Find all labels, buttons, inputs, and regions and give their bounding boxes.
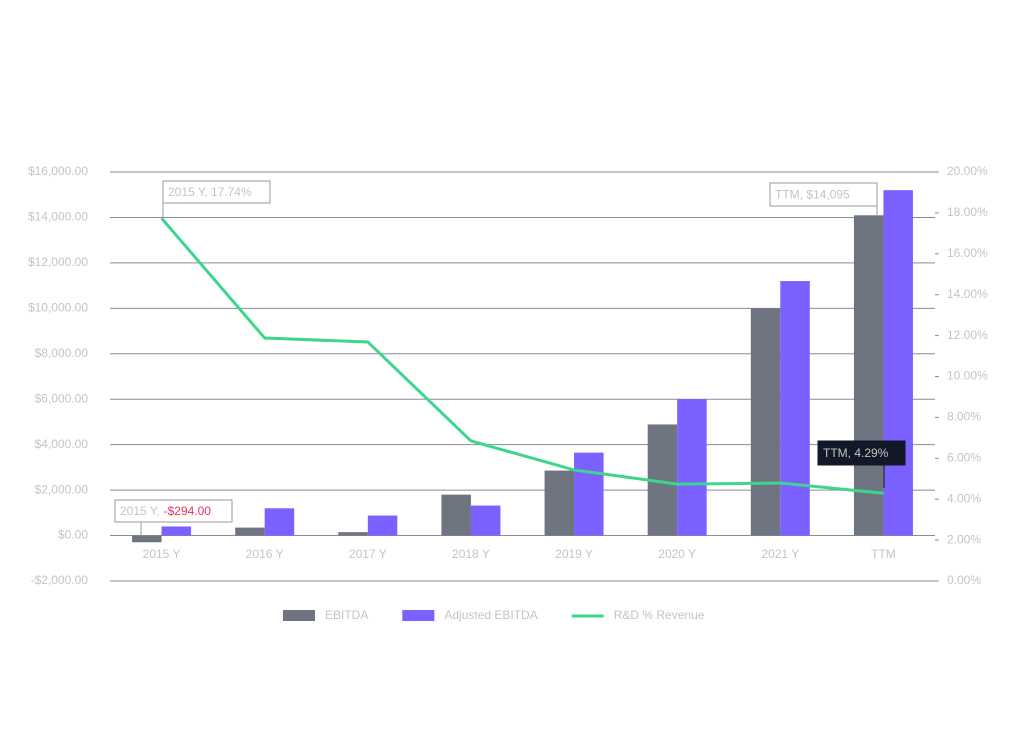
bar <box>544 470 575 536</box>
annotation-text: TTM, $14,095 <box>775 188 850 202</box>
y2-tick-label: 6.00% <box>947 450 981 464</box>
y2-tick-label: 10.00% <box>947 369 988 383</box>
y-tick-label: $4,000.00 <box>35 437 89 451</box>
x-tick-label: TTM <box>871 547 896 561</box>
legend-swatch <box>283 610 315 621</box>
bar <box>161 526 192 536</box>
annotation-box <box>114 499 233 523</box>
bar <box>780 281 810 536</box>
legend-label: EBITDA <box>325 608 368 622</box>
annotation-box <box>817 440 906 466</box>
annotation-text: TTM, 4.29% <box>823 446 889 460</box>
bar <box>235 527 265 536</box>
annotation-label: TTM, $14,095 <box>775 188 850 202</box>
annotation-box <box>162 180 271 204</box>
x-tick-label: 2020 Y <box>658 547 696 561</box>
y-tick-label: $10,000.00 <box>28 301 88 315</box>
x-tick-label: 2017 Y <box>349 547 387 561</box>
bar <box>367 515 398 536</box>
bar <box>132 535 162 543</box>
bar <box>264 508 295 536</box>
y-tick-label: $2,000.00 <box>35 482 89 496</box>
line <box>160 217 884 495</box>
y2-tick-label: 12.00% <box>947 328 988 342</box>
x-tick-label: 2019 Y <box>555 547 593 561</box>
y2-tick-label: 18.00% <box>947 205 988 219</box>
y2-tick-label: 4.00% <box>947 491 981 505</box>
annotation-text: 2015 Y, -$294.00 <box>120 504 211 518</box>
bar <box>338 532 368 536</box>
bar <box>853 215 884 536</box>
x-tick-label: 2015 Y <box>143 547 181 561</box>
bar <box>470 505 501 536</box>
legend-label: R&D % Revenue <box>614 608 705 622</box>
y-tick-label: $0.00 <box>58 528 88 542</box>
bar <box>441 494 471 536</box>
annotation-text: 2015 Y, 17.74% <box>168 185 252 199</box>
bar <box>883 190 913 536</box>
annotation-label: 2015 Y, 17.74% <box>168 185 252 199</box>
bar <box>677 399 707 536</box>
y-tick-label: $16,000.00 <box>28 164 88 178</box>
annotation-box <box>769 182 878 207</box>
y2-tick-label: 14.00% <box>947 287 988 301</box>
y-tick-label: $12,000.00 <box>28 255 88 269</box>
bar <box>574 452 604 536</box>
y-tick-label: -$2,000.00 <box>31 573 89 587</box>
y2-tick-label: 2.00% <box>947 532 981 546</box>
annotation-label: 2015 Y, <box>120 504 160 518</box>
y2-tick-label: 20.00% <box>947 164 988 178</box>
y-tick-label: $6,000.00 <box>35 391 89 405</box>
x-tick-label: 2021 Y <box>761 547 799 561</box>
x-tick-label: 2018 Y <box>452 547 490 561</box>
y-tick-label: $14,000.00 <box>28 210 88 224</box>
annotation-label: TTM, 4.29% <box>823 446 889 460</box>
y2-tick-label: 8.00% <box>947 410 981 424</box>
y-tick-label: $8,000.00 <box>35 346 89 360</box>
bar <box>750 308 781 536</box>
y2-tick-label: 16.00% <box>947 246 988 260</box>
x-tick-label: 2016 Y <box>246 547 284 561</box>
legend-swatch <box>402 610 435 621</box>
y2-tick-label: 0.00% <box>947 573 981 587</box>
annotation-value: -$294.00 <box>164 504 212 518</box>
legend-label: Adjusted EBITDA <box>444 608 537 622</box>
